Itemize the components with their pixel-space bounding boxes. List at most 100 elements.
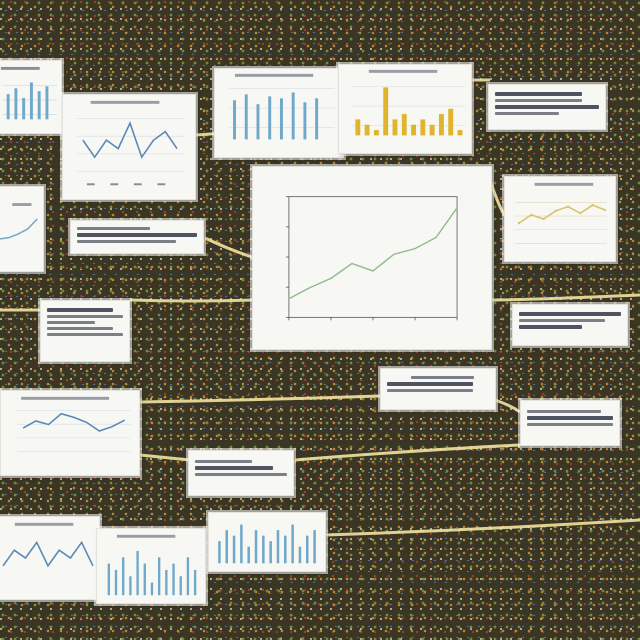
connector-line xyxy=(489,293,640,302)
text-line-placeholder xyxy=(495,92,582,96)
bar-chart-card-c xyxy=(208,512,326,572)
text-line-placeholder xyxy=(411,376,474,379)
bar xyxy=(355,119,361,136)
bar xyxy=(186,557,190,596)
bar-chart-b xyxy=(107,534,197,596)
line-chart-card-c xyxy=(0,516,100,600)
data-point xyxy=(579,212,582,215)
text-note-card xyxy=(520,400,620,446)
bar xyxy=(254,530,258,564)
bar xyxy=(457,130,463,136)
bar xyxy=(193,569,197,596)
yellow-line-chart xyxy=(515,182,607,244)
bar xyxy=(256,104,260,140)
bar xyxy=(291,92,295,140)
bar xyxy=(22,97,26,120)
bar xyxy=(429,124,435,136)
connector-line xyxy=(139,453,191,462)
bar xyxy=(240,524,243,564)
bar xyxy=(114,569,118,596)
text-line-placeholder xyxy=(77,240,176,243)
bar xyxy=(45,86,49,120)
bar xyxy=(305,535,309,564)
bar xyxy=(218,541,221,564)
series-line xyxy=(82,121,178,159)
data-point xyxy=(530,213,533,217)
bar xyxy=(150,582,154,596)
text-line-placeholder xyxy=(495,99,582,102)
text-line-placeholder xyxy=(495,112,559,115)
bar-chart-c xyxy=(218,524,316,564)
bar xyxy=(315,98,319,140)
edge-line-chart-card xyxy=(0,186,44,272)
bar-chart-card-b xyxy=(96,528,206,604)
mini-bar-chart-card xyxy=(0,60,62,134)
plot-frame xyxy=(288,196,458,318)
tick-label-placeholder xyxy=(110,183,119,186)
data-point xyxy=(603,208,607,212)
connector-line xyxy=(324,518,640,537)
tick-label-placeholder xyxy=(133,183,142,186)
data-point xyxy=(566,205,570,208)
text-line-placeholder xyxy=(47,308,113,312)
bar xyxy=(262,535,265,564)
line-chart-card-b xyxy=(0,390,140,476)
title-placeholder xyxy=(534,182,594,186)
bar xyxy=(373,130,379,136)
title-placeholder xyxy=(21,396,110,400)
series-line xyxy=(2,540,94,568)
text-line-placeholder xyxy=(195,466,273,470)
data-point xyxy=(517,221,521,225)
text-line-placeholder xyxy=(195,473,287,476)
mini-bar-chart xyxy=(0,66,58,120)
series-line xyxy=(518,204,606,224)
bar xyxy=(269,541,272,564)
text-line-placeholder xyxy=(527,416,613,420)
line-chart-b xyxy=(17,396,131,452)
text-line-placeholder xyxy=(387,389,473,392)
text-note-card xyxy=(188,450,294,496)
text-line-placeholder xyxy=(519,319,605,322)
text-line-placeholder xyxy=(527,410,601,413)
text-line-placeholder xyxy=(77,227,150,230)
text-line-placeholder xyxy=(519,312,621,316)
bar xyxy=(438,114,444,136)
thin-bar-chart-card xyxy=(214,68,344,158)
bar xyxy=(37,91,41,120)
yellow-line-chart-card xyxy=(504,176,616,262)
connector-line xyxy=(294,443,521,462)
bar xyxy=(14,88,18,120)
text-line-placeholder xyxy=(527,423,613,426)
yellow-bar-chart-card xyxy=(338,64,472,154)
bar xyxy=(165,569,168,596)
bar xyxy=(233,100,236,140)
bar xyxy=(284,535,287,564)
bar xyxy=(107,563,111,596)
title-placeholder xyxy=(235,73,314,77)
bar xyxy=(420,119,426,136)
bar xyxy=(244,94,248,140)
bar xyxy=(383,87,389,136)
connector-line xyxy=(139,394,381,404)
bar xyxy=(303,102,307,140)
connector-line xyxy=(129,298,256,303)
bar xyxy=(136,550,139,596)
bar xyxy=(179,576,182,596)
bar xyxy=(448,108,454,136)
bar xyxy=(313,530,316,564)
yellow-bar-chart xyxy=(351,69,465,136)
series-line xyxy=(22,412,126,432)
text-line-placeholder xyxy=(387,382,473,386)
text-line-placeholder xyxy=(195,460,253,463)
series-line xyxy=(288,207,458,300)
text-line-placeholder xyxy=(47,315,123,318)
bar xyxy=(298,546,302,564)
text-line-placeholder xyxy=(47,321,96,324)
line-chart-card-a xyxy=(62,94,196,200)
edge-line-chart xyxy=(0,203,38,240)
text-note-card xyxy=(70,220,204,254)
title-placeholder xyxy=(116,534,176,538)
bar xyxy=(279,98,283,140)
bar xyxy=(401,114,407,136)
line-chart-a xyxy=(77,100,185,186)
